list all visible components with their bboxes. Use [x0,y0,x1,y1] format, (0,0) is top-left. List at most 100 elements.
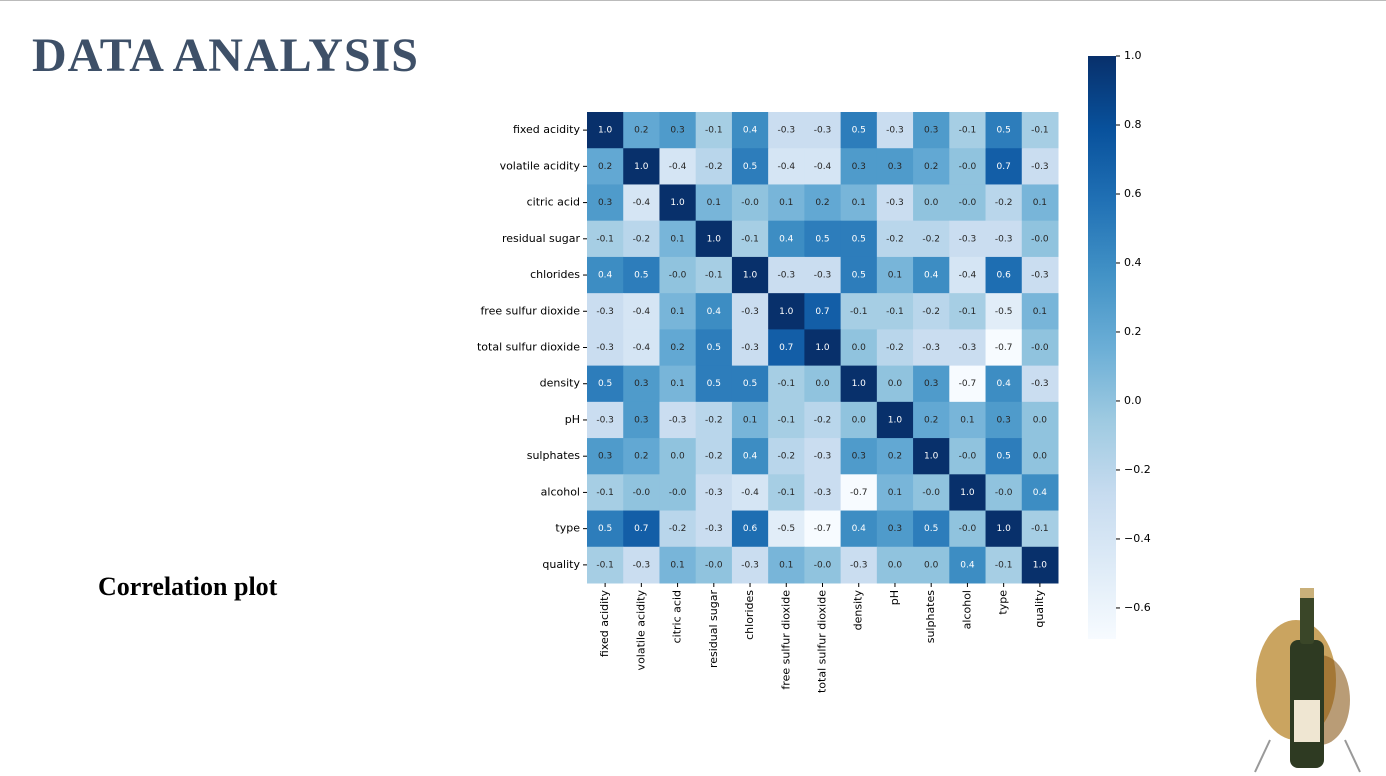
cell-label: -0.3 [777,126,795,136]
cell-label: 0.4 [852,524,867,534]
y-tick-label: chlorides [530,268,580,281]
heatmap-cell [768,510,805,548]
cell-label: 0.4 [924,271,939,281]
cell-label: -0.3 [959,343,977,353]
heatmap-cell [659,510,697,548]
heatmap-cell [1021,293,1059,330]
heatmap-cell [659,220,697,258]
cell-label: -0.0 [922,488,940,498]
cell-label: -0.0 [959,452,977,462]
x-tick-label: density [852,590,865,631]
cell-label: -0.5 [777,524,795,534]
heatmap-cell [913,438,950,475]
x-tick-label: type [997,590,1010,615]
x-tick-label: citric acid [671,590,684,643]
cell-label: 0.1 [852,198,866,208]
cell-label: -0.3 [814,452,832,462]
cell-label: -0.3 [596,343,614,353]
heatmap-cell [804,510,842,548]
cell-label: 0.0 [852,343,867,353]
cell-label: -0.4 [814,162,832,172]
cell-label: 0.5 [924,524,938,534]
heatmap-cell [731,438,769,475]
cell-label: -0.3 [705,488,723,498]
cell-label: 0.1 [670,379,684,389]
heatmap-cell [731,112,769,149]
cell-label: -0.2 [669,524,687,534]
heatmap-cell [804,256,842,294]
cell-label: 0.7 [996,162,1010,172]
cell-label: 0.0 [888,379,903,389]
heatmap-cell [587,474,624,512]
cell-label: 0.1 [888,488,902,498]
heatmap-cell [587,546,624,584]
heatmap-cell [804,220,842,258]
cell-label: -0.7 [959,379,977,389]
heatmap-cell [949,365,987,403]
heatmap-cell [623,438,660,475]
cell-label: 0.3 [634,379,648,389]
cell-label: 1.0 [815,343,830,353]
heatmap-cell [1021,401,1059,439]
x-tick-label: quality [1033,590,1046,628]
heatmap-cell [1021,148,1059,185]
cell-label: -0.2 [777,452,795,462]
heatmap-cell [949,438,987,475]
heatmap-cell [949,256,987,294]
cell-label: 1.0 [996,524,1011,534]
cell-label: 0.4 [743,452,758,462]
cell-label: 0.3 [924,379,938,389]
heatmap-cell [659,401,697,439]
cell-label: -0.7 [850,488,868,498]
cell-label: 0.4 [743,126,758,136]
heatmap-cell [876,510,914,548]
heatmap-cell [587,293,624,330]
heatmap-cell [840,329,878,367]
cell-label: 0.3 [852,452,866,462]
heatmap-cell [876,184,914,222]
heatmap-cell [949,474,987,512]
cell-label: 0.4 [779,234,794,244]
heatmap-cell [913,293,950,330]
heatmap-cell [695,148,733,185]
cell-label: 0.5 [707,379,721,389]
heatmap-cell [876,256,914,294]
y-tick-label: quality [542,558,580,571]
cell-label: -0.2 [886,234,904,244]
heatmap-cell [659,329,697,367]
cell-label: 0.4 [707,307,722,317]
heatmap-cell [840,112,878,149]
cell-label: 0.0 [1033,452,1048,462]
cell-label: 0.3 [996,415,1010,425]
y-tick-label: free sulfur dioxide [480,304,580,317]
cell-label: 0.1 [1033,198,1047,208]
heatmap-cell [659,184,697,222]
y-tick-label: alcohol [541,485,580,498]
heatmap-cell [731,546,769,584]
cell-label: -0.3 [705,524,723,534]
heatmap-cell [840,401,878,439]
heatmap-cell [949,510,987,548]
heatmap-cell [913,112,950,149]
cell-label: 1.0 [924,452,939,462]
cell-label: -0.1 [741,234,759,244]
heatmap-cell [876,220,914,258]
cell-label: 0.4 [960,560,975,570]
cell-label: 0.3 [598,452,612,462]
heatmap-cell [949,401,987,439]
cell-label: 0.2 [924,415,938,425]
colorbar-tick-label: 0.4 [1124,256,1142,269]
cell-label: -0.4 [633,343,651,353]
heatmap-cell [768,474,805,512]
y-tick-label: fixed acidity [513,123,581,136]
cell-label: -0.1 [705,271,723,281]
colorbar-tick-label: 1.0 [1124,49,1142,62]
cell-label: -0.2 [705,452,723,462]
cell-label: 0.2 [815,198,829,208]
heatmap-cell [731,510,769,548]
heatmap-cell [913,256,950,294]
heatmap-cell [768,329,805,367]
y-tick-label: residual sugar [502,232,581,245]
heatmap-cell [876,438,914,475]
